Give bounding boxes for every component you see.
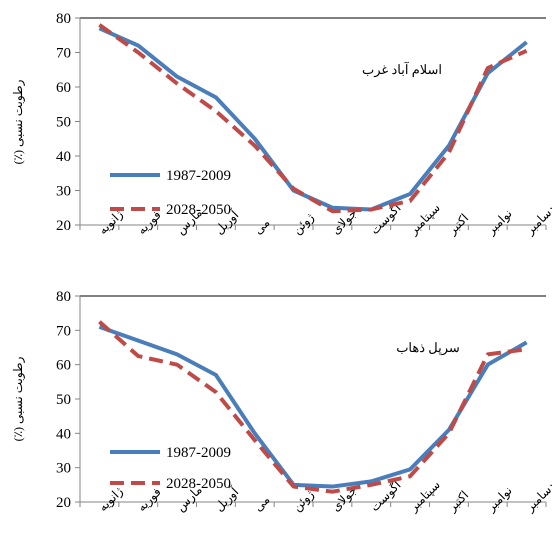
x-tick-label: اکتبر	[444, 211, 471, 238]
x-tick-label: ژانویه	[96, 207, 126, 237]
y-tick-label: 70	[56, 46, 71, 62]
series-line-2	[98, 23, 528, 214]
x-tick-label: اکتبر	[444, 488, 471, 515]
y-tick-label: 50	[56, 115, 71, 131]
legend-label-1: 1987-2009	[166, 168, 231, 184]
x-tick-label: ژوئن	[290, 487, 317, 514]
x-tick-label: نوامبر	[483, 206, 514, 237]
station-annotation: سرپل ذهاب	[396, 340, 460, 356]
legend-label-2: 2028-2050	[166, 476, 231, 492]
y-tick-label: 20	[56, 218, 71, 234]
y-axis-title: رطوبت نسبی (٪)	[11, 79, 25, 164]
x-tick-label: دسامبر	[522, 202, 552, 238]
legend-label-1: 1987-2009	[166, 445, 231, 461]
x-tick-label: سپتامبر	[406, 201, 443, 238]
y-tick-label: 40	[56, 426, 71, 442]
y-tick-label: 80	[56, 11, 71, 27]
y-axis-title: رطوبت نسبی (٪)	[11, 356, 25, 441]
x-tick-label: دسامبر	[522, 479, 552, 515]
y-tick-label: 80	[56, 289, 71, 305]
y-tick-label: 60	[56, 80, 71, 96]
y-tick-label: 30	[56, 461, 71, 477]
x-tick-label: سپتامبر	[406, 478, 443, 515]
y-tick-label: 60	[56, 358, 71, 374]
x-tick-label: نوامبر	[483, 483, 514, 514]
y-tick-label: 50	[56, 392, 71, 408]
y-tick-label: 20	[56, 495, 71, 511]
x-tick-label: ژانویه	[96, 484, 126, 514]
x-tick-label: ژوئن	[290, 210, 317, 237]
x-tick-label: فوریه	[134, 485, 163, 514]
y-tick-label: 70	[56, 323, 71, 339]
x-tick-label: فوریه	[134, 208, 163, 237]
y-tick-label: 30	[56, 184, 71, 200]
y-tick-label: 40	[56, 149, 71, 165]
station-annotation: اسلام آباد غرب	[362, 61, 442, 78]
series-line-2	[98, 320, 527, 494]
x-tick-label: می	[251, 216, 273, 238]
x-tick-label: می	[251, 493, 273, 515]
series-line-1	[98, 26, 528, 212]
legend-label-2: 2028-2050	[166, 202, 231, 218]
